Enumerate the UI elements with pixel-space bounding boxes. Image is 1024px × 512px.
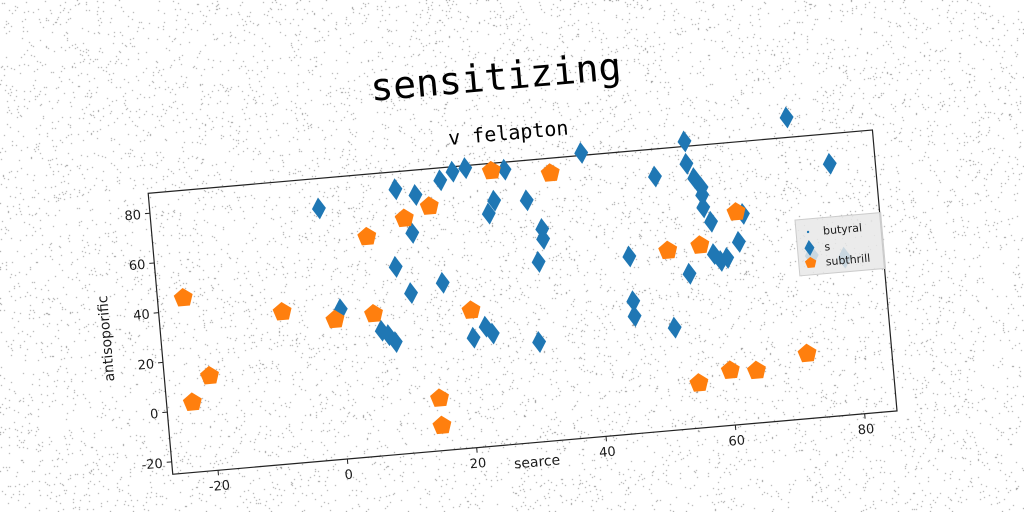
point-s	[779, 106, 794, 129]
point-s	[481, 202, 496, 225]
point-s	[388, 331, 403, 353]
point-s	[531, 250, 546, 273]
legend-marker-s	[804, 239, 815, 256]
point-subthrill	[540, 163, 560, 182]
point-s	[667, 316, 682, 339]
plot-frame	[147, 129, 898, 475]
chart-title: v felapton	[447, 116, 569, 150]
point-subthrill	[199, 365, 219, 385]
point-subthrill	[689, 373, 709, 392]
point-s	[696, 196, 711, 219]
point-subthrill	[658, 240, 678, 260]
legend-marker-butyral	[806, 230, 810, 234]
point-s	[388, 178, 403, 201]
point-subthrill	[394, 208, 414, 228]
point-s	[731, 230, 746, 253]
point-s	[720, 246, 735, 269]
x-tick-label: 0	[344, 468, 354, 484]
point-s	[485, 322, 500, 345]
point-subthrill	[690, 235, 710, 254]
point-s	[627, 305, 642, 328]
x-axis-label: searce	[513, 452, 560, 472]
x-tick-label: 80	[857, 422, 875, 438]
legend-marker-subthrill	[804, 256, 817, 269]
page-title: sensitizing	[368, 44, 623, 110]
point-s	[647, 165, 662, 188]
legend: butyral s subthrill	[794, 212, 887, 277]
point-s	[626, 290, 641, 313]
point-subthrill	[746, 360, 766, 380]
point-s	[519, 189, 534, 212]
point-s	[574, 141, 589, 164]
point-subthrill	[272, 301, 292, 321]
point-s	[622, 245, 637, 268]
point-s	[677, 130, 692, 153]
axis-ticks: -20 0 20 40 60 80 -20 0 20 40 60 80	[124, 208, 875, 495]
point-s	[311, 197, 326, 220]
point-s	[333, 298, 348, 321]
point-s	[433, 169, 448, 192]
y-tick-label: 40	[133, 307, 151, 323]
legend-label-s: s	[824, 240, 831, 253]
point-s	[435, 271, 450, 294]
point-subthrill	[432, 415, 452, 435]
point-subthrill	[173, 288, 193, 307]
x-tick-label: -20	[208, 478, 230, 495]
point-s	[487, 189, 502, 212]
point-subthrill	[419, 196, 439, 215]
point-s	[404, 282, 419, 305]
point-subthrill	[720, 360, 740, 379]
x-tick-label: 20	[469, 456, 487, 472]
point-subthrill	[182, 392, 202, 411]
point-subthrill	[325, 309, 345, 329]
point-s	[714, 250, 728, 272]
legend-label-subthrill: subthrill	[825, 252, 871, 269]
x-tick-label: 60	[728, 433, 746, 449]
point-subthrill	[461, 300, 481, 319]
point-s	[445, 160, 460, 183]
point-s	[497, 158, 512, 181]
point-s	[466, 326, 481, 349]
y-tick-label: 0	[150, 407, 160, 423]
legend-box	[794, 212, 887, 277]
y-tick-label: -20	[141, 457, 163, 474]
x-tick-label: 40	[599, 445, 617, 461]
y-tick-label: 80	[124, 208, 142, 224]
point-s	[535, 218, 550, 240]
y-tick-label: 20	[137, 357, 155, 373]
point-s	[695, 184, 710, 206]
point-s	[458, 157, 473, 180]
point-s	[822, 152, 837, 175]
point-s	[388, 255, 403, 278]
y-axis-label: antisoporific	[95, 295, 118, 382]
point-subthrill	[797, 343, 817, 363]
legend-label-butyral: butyral	[822, 221, 862, 237]
point-s	[405, 221, 420, 244]
point-subthrill	[364, 303, 383, 323]
point-s	[682, 262, 697, 285]
data-marks	[173, 106, 852, 435]
point-subthrill	[726, 202, 746, 221]
point-s	[679, 152, 694, 175]
point-subthrill	[430, 388, 449, 407]
point-s	[704, 210, 719, 233]
plot-group: v felapton -20 0 20 40 60 80 -20 0 20 40 60 80 buty…	[95, 106, 898, 495]
point-s	[408, 184, 423, 206]
point-subthrill	[357, 226, 377, 246]
point-s	[532, 331, 547, 353]
point-subthrill	[481, 160, 501, 180]
y-tick-label: 60	[128, 258, 146, 274]
